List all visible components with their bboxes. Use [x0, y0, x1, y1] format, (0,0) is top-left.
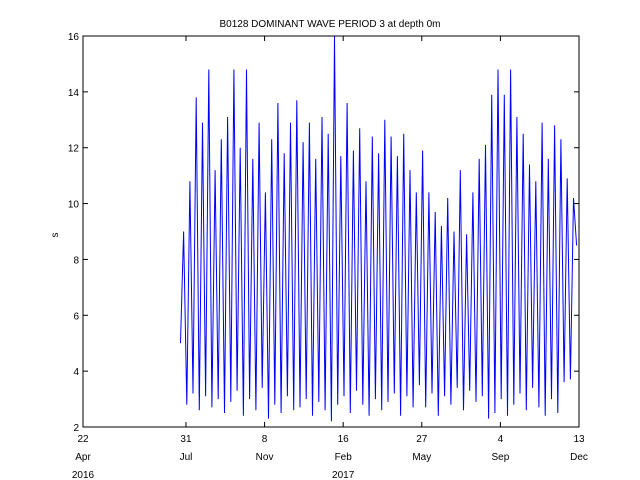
x-tick-label-month: Dec [570, 452, 588, 463]
x-tick-label-day: 8 [262, 434, 268, 445]
x-tick-label-month: Nov [256, 452, 274, 463]
y-tick-label: 14 [68, 88, 80, 99]
series-layer [180, 35, 578, 422]
y-tick-label: 12 [68, 144, 80, 155]
y-tick-label: 10 [68, 200, 80, 211]
chart-title: B0128 DOMINANT WAVE PERIOD 3 at depth 0m [219, 19, 440, 30]
x-tick-label-year: 2017 [332, 470, 355, 480]
plot-frame [82, 35, 580, 428]
y-tick-label: 8 [73, 255, 79, 266]
x-tick-label-day: 22 [77, 434, 89, 445]
y-tick-label: 6 [73, 311, 79, 322]
x-tick-label-day: 27 [416, 434, 428, 445]
x-tick-label-day: 4 [498, 434, 504, 445]
x-tick-label-month: Sep [491, 452, 509, 463]
y-tick-label: 4 [73, 367, 79, 378]
y-axis-label: s [50, 233, 61, 238]
x-tick-label-month: Apr [75, 452, 91, 463]
x-tick-label-day: 16 [338, 434, 350, 445]
y-tick-label: 2 [73, 423, 79, 434]
series-line-0 [180, 35, 578, 422]
y-tick-label: 16 [68, 32, 80, 43]
x-tick-label-day: 31 [180, 434, 192, 445]
x-tick-label-month: May [412, 452, 431, 463]
x-tick-label-day: 13 [573, 434, 585, 445]
axes-layer: 2 4 6 8 10 12 14 16 22 Apr 2016 31 Jul 8 Nov 16 Feb 2017 2… [68, 32, 588, 480]
x-tick-label-year: 2016 [72, 470, 95, 480]
x-tick-label-month: Feb [335, 452, 353, 463]
x-tick-label-month: Jul [180, 452, 193, 463]
